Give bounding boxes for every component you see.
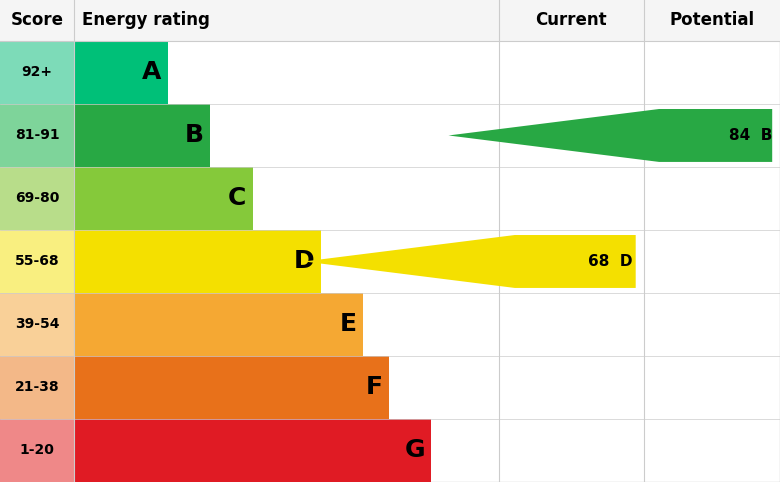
Bar <box>74 104 210 167</box>
Bar <box>74 356 388 419</box>
Bar <box>74 167 253 230</box>
Bar <box>0 356 74 419</box>
Text: Current: Current <box>536 12 607 29</box>
Text: D: D <box>294 250 314 273</box>
Bar <box>0 419 74 482</box>
Bar <box>74 41 168 104</box>
Text: Energy rating: Energy rating <box>82 12 210 29</box>
Text: 68  D: 68 D <box>588 254 633 269</box>
Text: C: C <box>228 187 246 211</box>
Text: 21-38: 21-38 <box>15 380 59 394</box>
Text: F: F <box>366 375 382 400</box>
Text: 81-91: 81-91 <box>15 129 59 143</box>
Text: A: A <box>142 60 161 84</box>
Polygon shape <box>448 109 772 162</box>
Text: 39-54: 39-54 <box>15 318 59 332</box>
Bar <box>0 230 74 293</box>
Text: G: G <box>404 439 425 463</box>
Bar <box>74 293 363 356</box>
Bar <box>0 167 74 230</box>
Text: 84  B: 84 B <box>729 128 772 143</box>
Text: 69-80: 69-80 <box>15 191 59 205</box>
Bar <box>0 293 74 356</box>
Polygon shape <box>304 235 636 288</box>
Text: Score: Score <box>11 12 63 29</box>
Bar <box>0 41 74 104</box>
Text: 1-20: 1-20 <box>20 443 55 457</box>
Text: B: B <box>185 123 204 147</box>
Bar <box>74 419 431 482</box>
Bar <box>0 104 74 167</box>
Bar <box>0 0 780 41</box>
Text: 55-68: 55-68 <box>15 254 59 268</box>
Text: Potential: Potential <box>669 12 754 29</box>
Text: 92+: 92+ <box>22 66 52 80</box>
Text: E: E <box>340 312 357 336</box>
Bar <box>74 230 321 293</box>
